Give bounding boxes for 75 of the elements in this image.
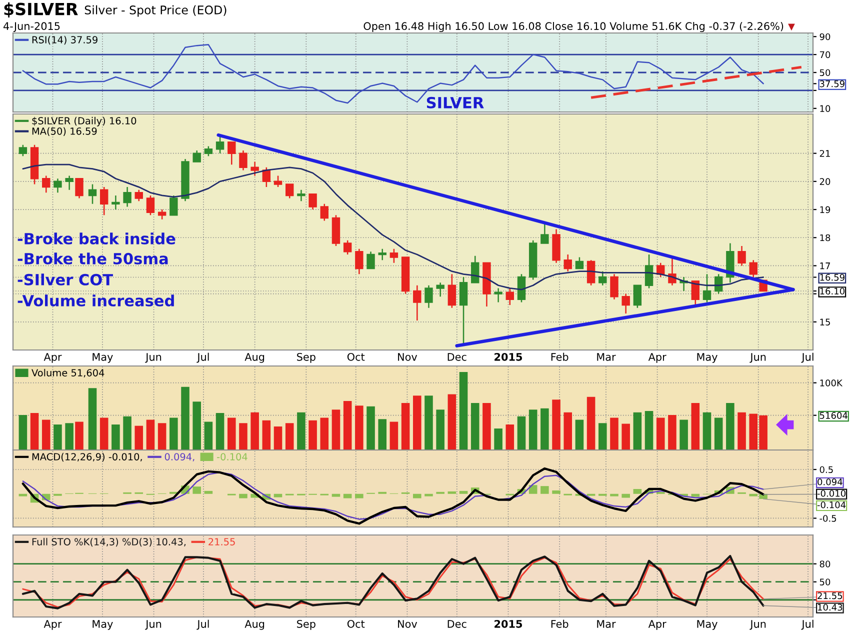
legend-label: $SILVER (Daily) 16.10 [32,116,136,126]
x-tick-label: Jul [801,620,814,630]
x-tick-label: Mar [597,620,616,628]
y-tick-label: 90 [820,33,830,40]
x-tick-label: Sep [297,352,316,363]
y-tick-label: 19 [820,206,830,214]
x-tick-label: Jun [145,353,162,363]
x-tick-label: May [697,353,718,363]
legend-label: MACD(12,26,9) -0.010, [32,452,142,462]
legend-label: -0.104 [217,453,248,460]
y-tick-label: 18 [820,234,830,242]
x-tick-label: Apr [44,620,62,630]
annotation: SILVER [426,96,484,108]
x-tick-label: Nov [398,620,418,628]
legend-label: MA(50) 16.59 [32,127,97,136]
y-tick-label: 37.59 [820,80,844,88]
annotation: -0.010 [817,490,846,497]
annotation: 10.43 [818,604,842,611]
x-tick-label: Aug [244,620,264,630]
chart-subtitle: Silver - Spot Price (EOD) [84,5,226,17]
y-tick-label: 10 [820,105,830,112]
x-tick-label: Apr [44,353,62,363]
legend-label: Full STO %K(14,3) %D(3) 10.43, [32,538,186,547]
x-tick-label: Jul [196,352,209,363]
x-tick-label: Jun [750,620,766,630]
annotation: 0.094 [818,478,842,486]
x-tick-label: Jul [801,352,814,363]
x-tick-label: Dec [448,353,466,361]
y-tick-label: 51604 [820,412,848,419]
legend-label: Volume 51,604 [32,368,104,378]
legend-label: 0.094, [164,453,194,462]
y-tick-label: 15 [820,318,830,326]
y-tick-label: 21 [820,150,830,157]
x-tick-label: Jun [145,620,162,630]
y-tick-label: 16.59 [820,274,844,281]
x-tick-label: May [697,620,718,630]
y-tick-label: 50 [820,578,830,586]
annotation: -Broke back inside [18,232,176,244]
x-tick-label: Oct [347,352,365,361]
y-tick-label: 100K [820,380,843,386]
annotation: -0.104 [817,501,846,508]
x-tick-label: Nov [398,353,418,361]
y-tick-label: 16.10 [820,288,844,295]
x-tick-label: Feb [551,620,568,628]
y-tick-label: 20 [820,178,830,185]
x-tick-label: 2015 [494,620,522,628]
x-tick-label: Dec [448,620,466,628]
x-tick-label: Aug [244,353,264,363]
chart-title: $SILVER [4,2,78,18]
y-tick-label: 17 [820,262,830,270]
x-tick-label: Mar [597,353,616,361]
x-tick-label: 2015 [494,352,522,361]
annotation: -Volume increased [18,294,174,306]
text: ▼ [788,24,795,31]
x-tick-label: Jul [196,620,209,630]
x-tick-label: Jun [750,353,766,363]
legend-label: 21.55 [208,538,235,546]
text: Open 16.48 High 16.50 Low 16.08 Close 16.10 Volume 51.6K Chg -0.37 (-2.26%) [364,22,784,32]
x-tick-label: Apr [648,620,666,630]
x-tick-label: Feb [551,352,568,361]
text: 4-Jun-2015 [4,22,60,32]
annotation: -Broke the 50sma [18,252,168,264]
annotation: 21.55 [818,592,842,600]
annotation: -SIlver COT [18,274,113,286]
legend-label: RSI(14) 37.59 [32,36,98,45]
x-tick-label: May [92,353,113,363]
x-tick-label: May [92,620,113,630]
y-tick-label: 70 [820,51,830,58]
x-tick-label: Oct [347,620,365,628]
x-tick-label: Apr [648,353,666,363]
x-tick-label: Sep [297,620,316,630]
y-tick-label: -0.5 [820,514,836,522]
y-tick-label: 80 [820,560,830,568]
y-tick-label: 0.5 [820,466,833,474]
y-tick-label: 50 [820,69,830,76]
